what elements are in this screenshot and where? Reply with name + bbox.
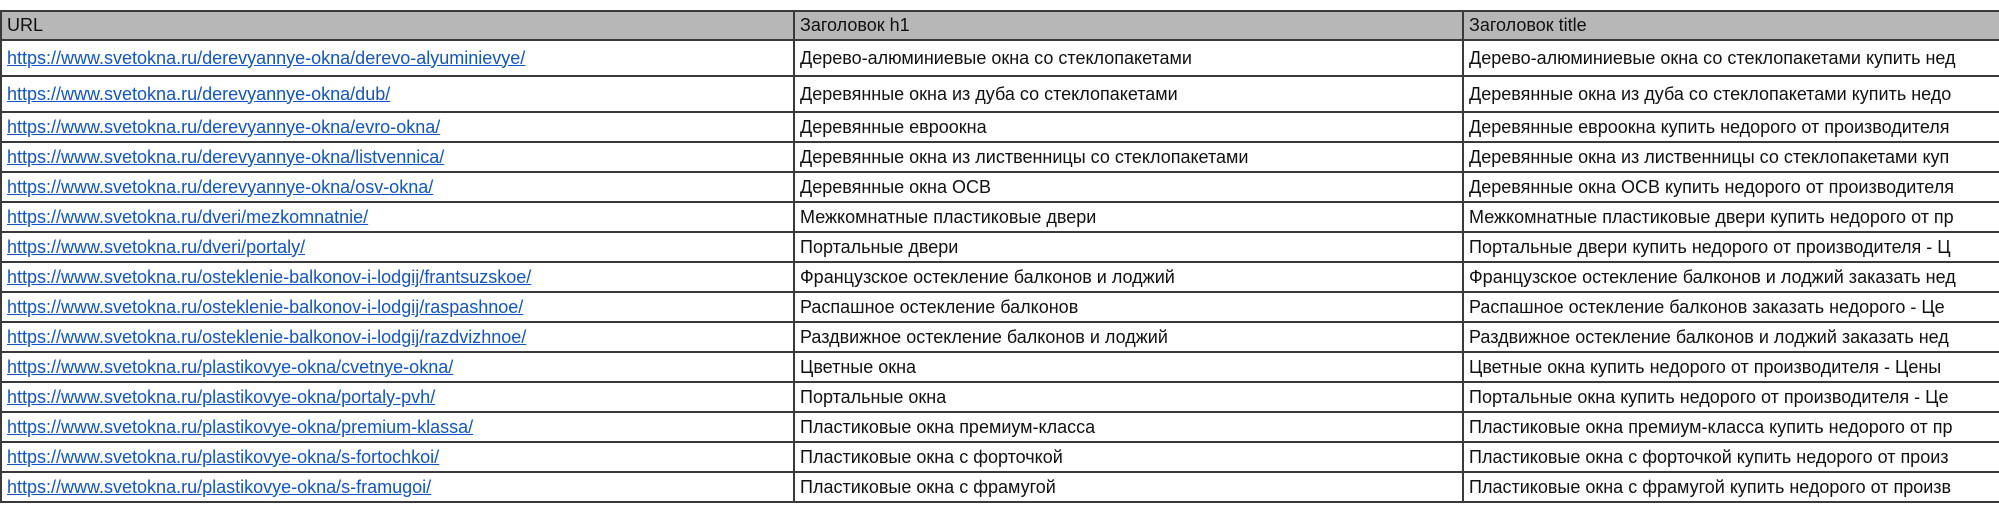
title-cell[interactable]: Дерево-алюминиевые окна со стеклопакетам…	[1462, 39, 1999, 77]
h1-cell[interactable]: Распашное остекление балконов	[793, 291, 1464, 323]
url-cell[interactable]: https://www.svetokna.ru/plastikovye-okna…	[0, 351, 795, 383]
h1-cell[interactable]: Межкомнатные пластиковые двери	[793, 201, 1464, 233]
url-link[interactable]: https://www.svetokna.ru/osteklenie-balko…	[7, 266, 532, 287]
url-link[interactable]: https://www.svetokna.ru/osteklenie-balko…	[7, 296, 524, 317]
title-cell[interactable]: Портальные двери купить недорого от прои…	[1462, 231, 1999, 263]
h1-cell[interactable]: Дерево-алюминиевые окна со стеклопакетам…	[793, 39, 1464, 77]
h1-cell[interactable]: Деревянные окна ОСВ	[793, 171, 1464, 203]
h1-cell[interactable]: Деревянные окна из лиственницы со стекло…	[793, 141, 1464, 173]
url-link[interactable]: https://www.svetokna.ru/dveri/portaly/	[7, 236, 306, 257]
url-link[interactable]: https://www.svetokna.ru/plastikovye-okna…	[7, 446, 440, 467]
h1-cell[interactable]: Пластиковые окна премиум-класса	[793, 411, 1464, 443]
url-cell[interactable]: https://www.svetokna.ru/dveri/portaly/	[0, 231, 795, 263]
url-cell[interactable]: https://www.svetokna.ru/plastikovye-okna…	[0, 411, 795, 443]
url-link[interactable]: https://www.svetokna.ru/dveri/mezkomnatn…	[7, 206, 369, 227]
url-cell[interactable]: https://www.svetokna.ru/osteklenie-balko…	[0, 321, 795, 353]
url-cell[interactable]: https://www.svetokna.ru/derevyannye-okna…	[0, 75, 795, 113]
title-cell[interactable]: Пластиковые окна премиум-класса купить н…	[1462, 411, 1999, 443]
title-cell[interactable]: Деревянные окна ОСВ купить недорого от п…	[1462, 171, 1999, 203]
spreadsheet-table: URL Заголовок h1 Заголовок title https:/…	[0, 10, 1999, 503]
title-cell[interactable]: Французское остекление балконов и лоджий…	[1462, 261, 1999, 293]
table-row: https://www.svetokna.ru/derevyannye-okna…	[0, 171, 1999, 203]
h1-cell[interactable]: Пластиковые окна с фрамугой	[793, 471, 1464, 503]
url-link[interactable]: https://www.svetokna.ru/derevyannye-okna…	[7, 146, 445, 167]
h1-cell[interactable]: Деревянные евроокна	[793, 111, 1464, 143]
url-link[interactable]: https://www.svetokna.ru/derevyannye-okna…	[7, 116, 441, 137]
header-row: URL Заголовок h1 Заголовок title	[0, 10, 1999, 41]
url-cell[interactable]: https://www.svetokna.ru/osteklenie-balko…	[0, 261, 795, 293]
url-cell[interactable]: https://www.svetokna.ru/dveri/mezkomnatn…	[0, 201, 795, 233]
h1-cell[interactable]: Пластиковые окна с форточкой	[793, 441, 1464, 473]
title-cell[interactable]: Пластиковые окна с фрамугой купить недор…	[1462, 471, 1999, 503]
table-row: https://www.svetokna.ru/osteklenie-balko…	[0, 321, 1999, 353]
table-row: https://www.svetokna.ru/derevyannye-okna…	[0, 75, 1999, 113]
h1-cell[interactable]: Раздвижное остекление балконов и лоджий	[793, 321, 1464, 353]
url-cell[interactable]: https://www.svetokna.ru/derevyannye-okna…	[0, 111, 795, 143]
url-cell[interactable]: https://www.svetokna.ru/plastikovye-okna…	[0, 471, 795, 503]
h1-cell[interactable]: Французское остекление балконов и лоджий	[793, 261, 1464, 293]
url-link[interactable]: https://www.svetokna.ru/osteklenie-balko…	[7, 326, 527, 347]
url-link[interactable]: https://www.svetokna.ru/plastikovye-okna…	[7, 386, 436, 407]
url-link[interactable]: https://www.svetokna.ru/plastikovye-okna…	[7, 416, 474, 437]
table-row: https://www.svetokna.ru/plastikovye-okna…	[0, 441, 1999, 473]
url-cell[interactable]: https://www.svetokna.ru/derevyannye-okna…	[0, 141, 795, 173]
h1-cell[interactable]: Портальные двери	[793, 231, 1464, 263]
table-row: https://www.svetokna.ru/dveri/mezkomnatn…	[0, 201, 1999, 233]
url-cell[interactable]: https://www.svetokna.ru/derevyannye-okna…	[0, 39, 795, 77]
title-cell[interactable]: Деревянные евроокна купить недорого от п…	[1462, 111, 1999, 143]
h1-cell[interactable]: Цветные окна	[793, 351, 1464, 383]
title-cell[interactable]: Распашное остекление балконов заказать н…	[1462, 291, 1999, 323]
title-cell[interactable]: Пластиковые окна с форточкой купить недо…	[1462, 441, 1999, 473]
url-link[interactable]: https://www.svetokna.ru/derevyannye-okna…	[7, 176, 434, 197]
title-cell[interactable]: Межкомнатные пластиковые двери купить не…	[1462, 201, 1999, 233]
url-link[interactable]: https://www.svetokna.ru/derevyannye-okna…	[7, 83, 391, 104]
table-row: https://www.svetokna.ru/plastikovye-okna…	[0, 471, 1999, 503]
title-cell[interactable]: Деревянные окна из лиственницы со стекло…	[1462, 141, 1999, 173]
title-cell[interactable]: Цветные окна купить недорого от производ…	[1462, 351, 1999, 383]
table-row: https://www.svetokna.ru/plastikovye-okna…	[0, 351, 1999, 383]
url-link[interactable]: https://www.svetokna.ru/plastikovye-okna…	[7, 356, 454, 377]
h1-cell[interactable]: Деревянные окна из дуба со стеклопакетам…	[793, 75, 1464, 113]
title-cell[interactable]: Деревянные окна из дуба со стеклопакетам…	[1462, 75, 1999, 113]
table-row: https://www.svetokna.ru/plastikovye-okna…	[0, 411, 1999, 443]
table-row: https://www.svetokna.ru/derevyannye-okna…	[0, 141, 1999, 173]
url-cell[interactable]: https://www.svetokna.ru/plastikovye-okna…	[0, 381, 795, 413]
table-row: https://www.svetokna.ru/derevyannye-okna…	[0, 39, 1999, 77]
url-cell[interactable]: https://www.svetokna.ru/osteklenie-balko…	[0, 291, 795, 323]
url-cell[interactable]: https://www.svetokna.ru/plastikovye-okna…	[0, 441, 795, 473]
table-row: https://www.svetokna.ru/osteklenie-balko…	[0, 291, 1999, 323]
h1-cell[interactable]: Портальные окна	[793, 381, 1464, 413]
url-link[interactable]: https://www.svetokna.ru/derevyannye-okna…	[7, 47, 526, 68]
table-row: https://www.svetokna.ru/dveri/portaly/По…	[0, 231, 1999, 263]
table-row: https://www.svetokna.ru/plastikovye-okna…	[0, 381, 1999, 413]
title-cell[interactable]: Раздвижное остекление балконов и лоджий …	[1462, 321, 1999, 353]
title-cell[interactable]: Портальные окна купить недорого от произ…	[1462, 381, 1999, 413]
header-url[interactable]: URL	[0, 10, 795, 41]
url-link[interactable]: https://www.svetokna.ru/plastikovye-okna…	[7, 476, 432, 497]
header-title[interactable]: Заголовок title	[1462, 10, 1999, 41]
table-row: https://www.svetokna.ru/osteklenie-balko…	[0, 261, 1999, 293]
table-row: https://www.svetokna.ru/derevyannye-okna…	[0, 111, 1999, 143]
url-cell[interactable]: https://www.svetokna.ru/derevyannye-okna…	[0, 171, 795, 203]
header-h1[interactable]: Заголовок h1	[793, 10, 1464, 41]
